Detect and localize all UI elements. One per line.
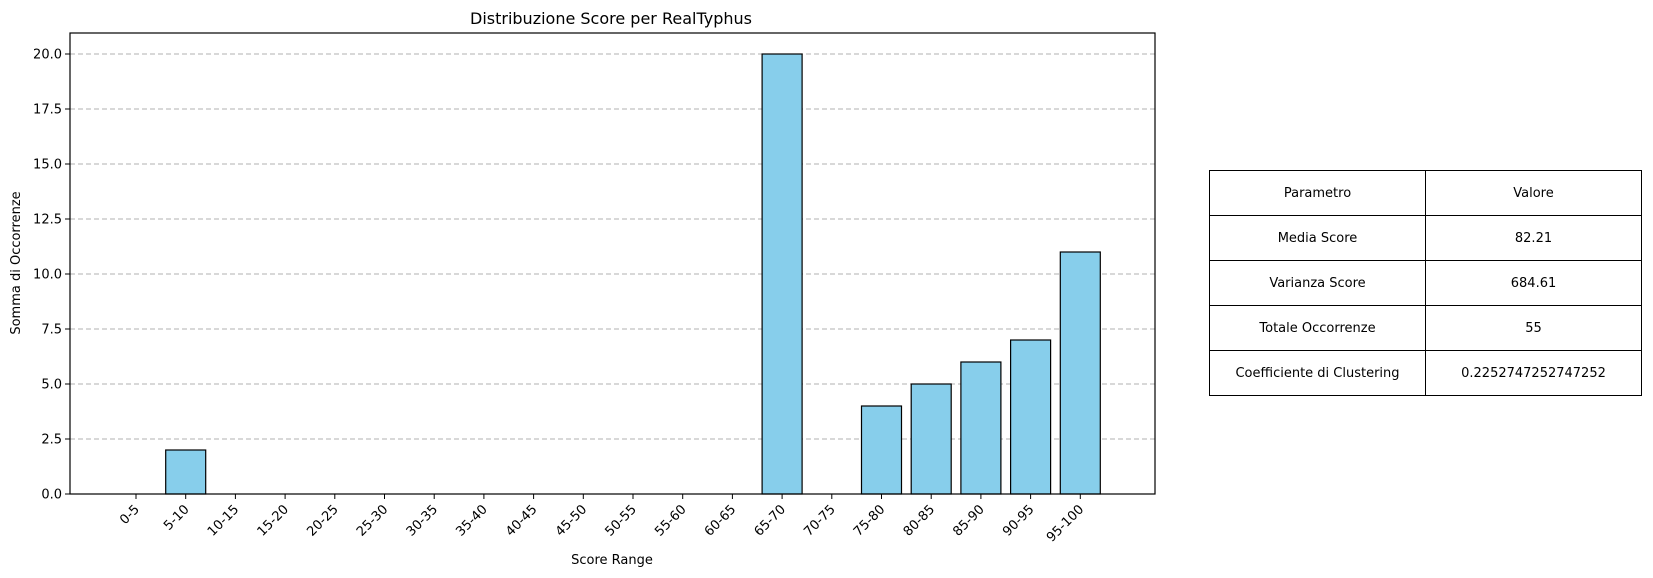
x-tick-label: 60-65 (702, 502, 739, 539)
x-tick-label: 55-60 (652, 502, 689, 539)
x-tick-label: 65-70 (752, 502, 789, 539)
x-tick-label: 50-55 (603, 502, 640, 539)
x-tick-label: 10-15 (205, 502, 242, 539)
table-cell: 55 (1425, 305, 1642, 351)
y-tick-label: 20.0 (33, 48, 62, 63)
y-axis-title: Somma di Occorrenze (9, 191, 24, 334)
y-tick-label: 10.0 (33, 268, 62, 283)
table-cell: Coefficiente di Clustering (1209, 350, 1426, 396)
y-tick-label: 5.0 (41, 378, 62, 393)
bar-85-90 (960, 361, 1002, 495)
table-row: Totale Occorrenze 55 (1209, 305, 1642, 351)
bar-5-10 (165, 449, 207, 495)
bar-65-70 (761, 53, 803, 495)
bar-90-95 (1009, 339, 1052, 495)
bar-80-85 (910, 383, 952, 495)
table-row: Varianza Score 684.61 (1209, 260, 1642, 306)
x-axis-title: Score Range (571, 553, 653, 568)
x-tick-label: 45-50 (553, 502, 590, 539)
table-cell: 0.2252747252747252 (1425, 350, 1642, 396)
x-tick-label: 35-40 (453, 502, 490, 539)
x-tick-label: 70-75 (801, 502, 838, 539)
bar-layer (165, 53, 1101, 495)
x-tick-label: 95-100 (1044, 502, 1087, 545)
y-tick-label: 15.0 (33, 158, 62, 173)
table-cell: Media Score (1209, 215, 1426, 261)
y-tick-label: 7.5 (41, 323, 62, 338)
table-cell: Totale Occorrenze (1209, 305, 1426, 351)
x-tick-label: 80-85 (901, 502, 938, 539)
table-header-cell: Parametro (1209, 170, 1426, 216)
table-header-cell: Valore (1425, 170, 1642, 216)
x-tick-label: 75-80 (851, 502, 888, 539)
table-row: Media Score 82.21 (1209, 215, 1642, 261)
bar-95-100 (1059, 251, 1101, 495)
chart-title: Distribuzione Score per RealTyphus (470, 9, 752, 28)
table-cell: 82.21 (1425, 215, 1642, 261)
table-cell: Varianza Score (1209, 260, 1426, 306)
y-tick-label: 0.0 (41, 488, 62, 503)
x-tick-label: 15-20 (255, 502, 292, 539)
stats-table: Parametro Valore Media Score 82.21 Varia… (1209, 170, 1642, 396)
x-axis-ticks: 0-5 5-10 10-15 15-20 20-25 25-30 30-35 35-40 40-… (117, 494, 1087, 545)
x-tick-label: 0-5 (117, 502, 143, 528)
y-tick-label: 12.5 (33, 213, 62, 228)
table-header-row: Parametro Valore (1209, 170, 1642, 216)
x-tick-label: 40-45 (503, 502, 540, 539)
x-tick-label: 5-10 (161, 502, 192, 533)
x-tick-label: 85-90 (950, 502, 987, 539)
plot-frame (69, 32, 1156, 495)
x-tick-label: 90-95 (1000, 502, 1037, 539)
bar-75-80 (860, 405, 903, 495)
y-tick-label: 2.5 (41, 433, 62, 448)
table-row: Coefficiente di Clustering 0.22527472527… (1209, 350, 1642, 396)
x-tick-label: 20-25 (304, 502, 341, 539)
y-tick-label: 17.5 (33, 103, 62, 118)
y-axis-ticks: 0.0 2.5 5.0 7.5 10.0 12.5 15.0 17.5 20.0 (33, 48, 70, 503)
table-cell: 684.61 (1425, 260, 1642, 306)
x-tick-label: 30-35 (404, 502, 441, 539)
x-tick-label: 25-30 (354, 502, 391, 539)
